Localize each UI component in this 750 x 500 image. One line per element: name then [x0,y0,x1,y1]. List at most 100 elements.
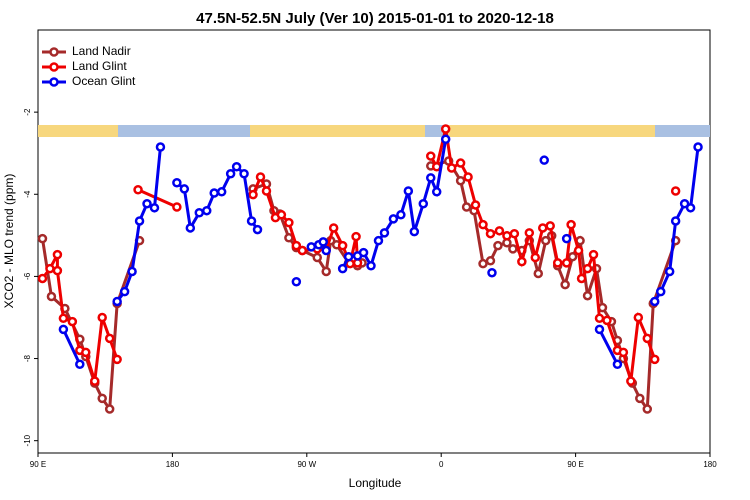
point [306,242,317,252]
point [478,219,488,230]
legend-marker [49,77,59,87]
point [470,200,481,210]
point [321,245,331,256]
point [582,263,593,274]
x-axis-label: Longitude [349,476,402,490]
point [461,202,472,212]
land-ocean-strip [38,125,710,137]
point [239,168,249,179]
point [493,240,503,251]
point [573,245,584,256]
point [343,251,354,262]
y-tick-label: -4 [23,190,32,198]
point [276,210,287,220]
point [649,296,660,307]
point [575,235,585,246]
point [104,333,115,344]
point [246,216,257,226]
point [540,235,551,246]
point [561,233,572,244]
point [602,315,612,326]
point [545,221,555,231]
y-tick-label: -10 [23,434,32,446]
y-tick-label: -2 [23,108,32,116]
point [284,217,294,228]
point [312,252,323,263]
point [149,203,160,213]
point [649,354,660,365]
point [517,256,527,267]
point [337,263,348,274]
point [225,168,236,179]
point [626,376,636,386]
point [509,228,520,239]
point [388,214,399,224]
legend-marker [49,47,59,57]
point [358,247,369,258]
point [46,291,57,302]
point [119,286,130,297]
point [52,249,63,260]
point [425,173,436,183]
point [539,155,549,165]
point [502,231,512,241]
point [201,205,212,216]
point [440,124,451,134]
point [685,203,696,213]
point [403,186,414,196]
point [566,219,576,230]
point [463,172,473,182]
x-tick-label: 90 W [297,460,316,469]
point [45,263,55,274]
point [635,393,645,404]
point [81,347,91,358]
point [252,224,263,235]
point [291,240,302,251]
point [664,266,675,277]
point [560,279,570,290]
point [594,324,605,335]
x-tick-label: 0 [439,460,444,469]
point [418,198,429,209]
y-tick-label: -8 [23,354,32,362]
point [337,240,348,251]
point [633,312,644,323]
point [693,142,703,152]
point [58,324,69,335]
chart-title: 47.5N-52.5N July (Ver 10) 2015-01-01 to … [196,10,554,27]
point [561,258,572,268]
point [655,286,666,297]
point [127,266,137,277]
point [75,359,85,370]
point [530,252,541,263]
series-line [40,159,678,414]
point [172,178,182,188]
point [670,186,681,196]
point [576,273,587,284]
point [642,333,653,344]
point [89,376,100,386]
point [351,231,361,242]
point [618,347,629,358]
point [37,273,48,284]
point [642,404,653,414]
point [297,245,308,256]
point [446,163,457,173]
point [679,198,690,209]
point [231,162,242,172]
legend-label: Land Glint [72,59,127,73]
legend-marker [49,62,59,72]
y-tick-label: -6 [23,272,32,280]
point [291,276,302,287]
point [216,187,227,197]
point [537,223,548,233]
point [485,256,496,266]
point [670,216,681,226]
point [582,290,593,301]
point [185,223,196,233]
point [431,187,442,197]
point [588,249,599,260]
point [597,302,608,313]
point [494,226,505,236]
y-axis-label: XCO2 - MLO trend (ppm) [2,174,16,309]
